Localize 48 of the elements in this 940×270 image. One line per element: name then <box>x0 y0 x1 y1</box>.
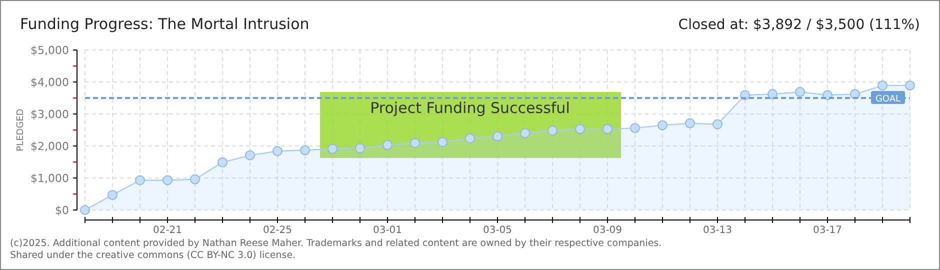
point <box>795 86 805 97</box>
point <box>492 131 502 142</box>
point <box>272 146 282 156</box>
y-tick-label: $4,000 <box>30 76 69 89</box>
y-axis-title: PLEDGED <box>16 108 26 152</box>
ref-line-label: GOAL <box>875 94 901 104</box>
point <box>108 190 118 200</box>
point <box>658 120 668 130</box>
point <box>245 150 255 160</box>
x-tick-label: 03-17 <box>812 225 842 236</box>
y-tick-label: $3,000 <box>30 108 69 121</box>
point <box>80 205 90 215</box>
text: (c)2025. Additional content provided by Nathan Reese Maher. Trademarks and related content are owned by their respective companies. <box>10 238 662 249</box>
point <box>768 89 778 100</box>
x-tick-label: 03-01 <box>372 225 402 236</box>
point <box>162 175 172 186</box>
point <box>218 157 228 168</box>
point <box>190 174 200 184</box>
x-tick-label: 03-09 <box>592 225 622 236</box>
y-tick-label: $1,000 <box>30 172 69 185</box>
point <box>575 124 585 134</box>
point <box>410 138 420 148</box>
point <box>520 128 530 138</box>
x-tick-label: 03-13 <box>702 225 732 236</box>
point <box>685 118 695 128</box>
text: Shared under the creative commons (CC BY-NC 3.0) license. <box>10 250 296 261</box>
point <box>630 123 640 134</box>
point <box>602 124 612 134</box>
point <box>438 137 448 148</box>
chart-title: Funding Progress: The Mortal Intrusion <box>20 15 310 33</box>
y-tick-label: $0 <box>55 204 69 217</box>
y-tick-label: $2,000 <box>30 140 69 153</box>
point <box>878 80 888 91</box>
point <box>328 144 338 154</box>
point <box>548 126 558 136</box>
point <box>465 133 475 144</box>
x-tick-label: 02-25 <box>262 225 292 236</box>
chart-subtitle: Closed at: $3,892 / $3,500 (111%) <box>678 17 920 33</box>
x-tick-label: 03-05 <box>482 225 512 236</box>
x-tick-label: 02-21 <box>152 225 182 236</box>
annotation: Project Funding Successful <box>370 99 570 117</box>
point <box>905 80 915 90</box>
point <box>300 145 310 156</box>
point <box>355 143 365 154</box>
y-tick-label: $5,000 <box>30 44 69 57</box>
point <box>382 140 392 150</box>
point <box>712 119 722 130</box>
point <box>135 175 145 186</box>
